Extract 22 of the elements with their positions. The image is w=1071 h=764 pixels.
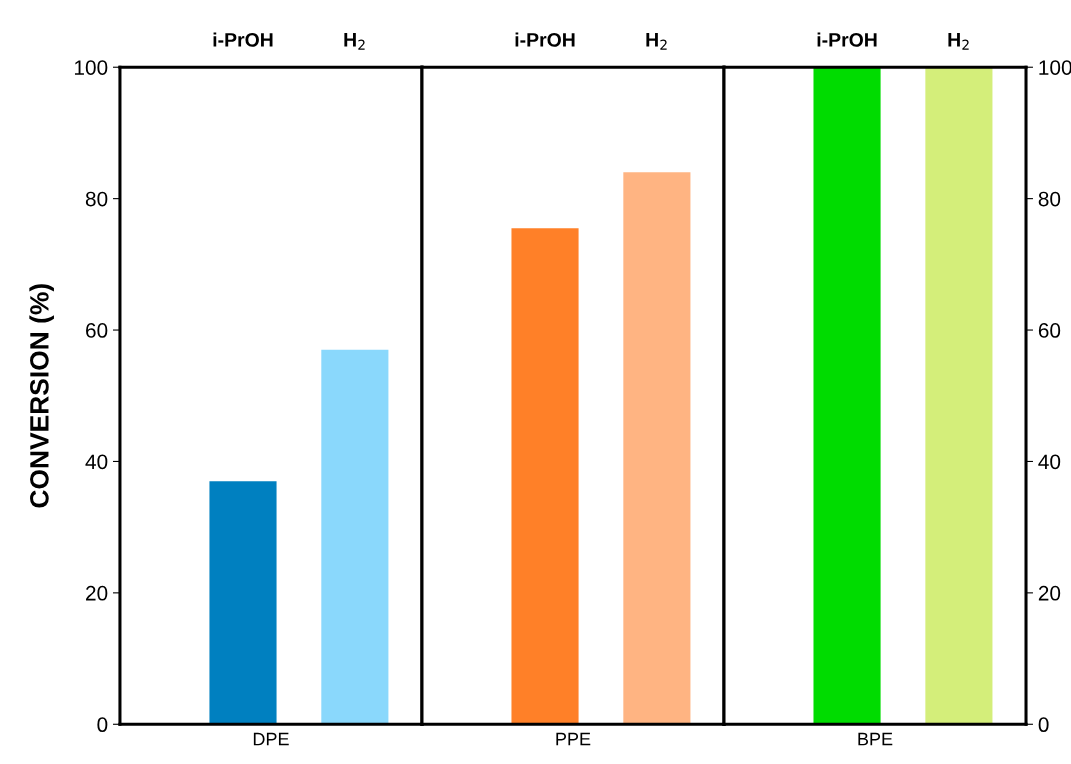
y-tick-label: 0	[1038, 717, 1049, 733]
x-tick-label: H$_{2}$	[344, 33, 365, 50]
y-tick-label: 80	[85, 191, 108, 207]
x-tick-label: i-PrOH	[817, 32, 877, 47]
x-axis-title: DPE	[253, 732, 289, 746]
x-axis-title: BPE	[858, 732, 893, 746]
x-tick-label: H$_{2}$	[646, 33, 667, 50]
x-axis-title: PPE	[556, 732, 591, 746]
y-tick-label: 20	[86, 585, 108, 601]
x-tick-label: i-PrOH	[515, 32, 575, 47]
y-tick-label: 80	[1038, 191, 1061, 207]
y-tick-label: 60	[86, 323, 108, 338]
y-tick-label: 60	[1038, 323, 1061, 338]
x-tick-label: i-PrOH	[213, 32, 273, 47]
y-tick-label: 40	[85, 454, 108, 470]
y-tick-label: 100	[74, 60, 108, 75]
y-axis-title: CONVERSION (%)	[29, 284, 54, 508]
y-tick-label: 0	[97, 717, 108, 733]
y-tick-label: 40	[1038, 454, 1061, 470]
y-tick-label: 100	[1039, 60, 1071, 75]
x-tick-label: H$_{2}$	[948, 33, 969, 50]
y-tick-label: 20	[1038, 585, 1061, 601]
